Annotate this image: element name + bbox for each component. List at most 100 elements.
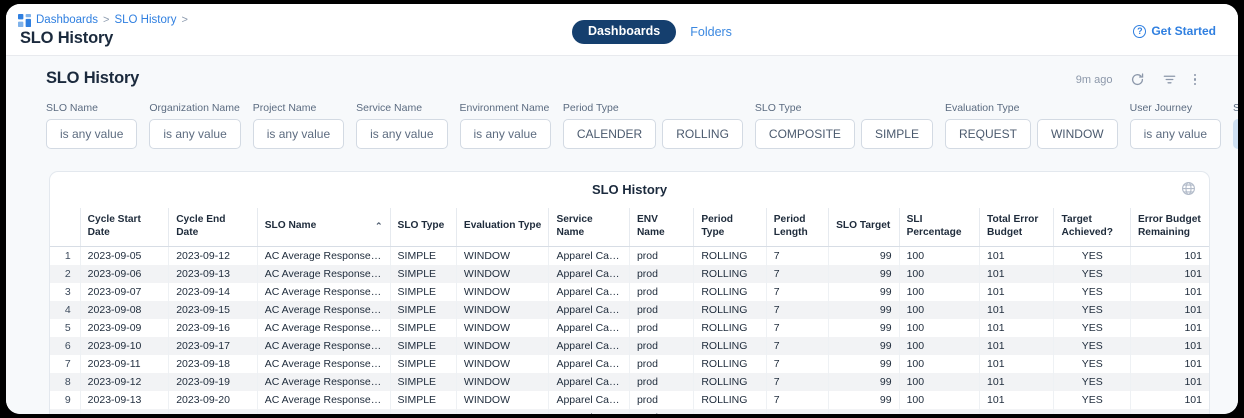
dashboard-title: SLO History: [46, 69, 140, 87]
column-header-evaluation_type[interactable]: Evaluation Type: [455, 208, 549, 247]
filter-chip-composite[interactable]: COMPOSITE: [754, 119, 855, 149]
cell-target_achieved: YES: [1053, 354, 1131, 373]
cell-rownum: 1: [64, 249, 71, 262]
cell-error_budget_remaining: 101: [1129, 354, 1209, 373]
cell-rownum: 6: [64, 339, 71, 352]
filter-label: User Journey: [1129, 102, 1193, 114]
column-header-error_budget_remaining[interactable]: Error Budget Remaining: [1129, 208, 1209, 247]
filter-chip-is-any-value[interactable]: is any value: [459, 119, 551, 149]
column-header-label: SLO Target: [836, 220, 891, 232]
filter-group-evaluation-type: Evaluation Type REQUEST WINDOW: [944, 102, 1118, 149]
filter-icon[interactable]: [1162, 72, 1177, 87]
column-header-cycle_end_date[interactable]: Cycle End Date: [168, 208, 258, 247]
cell-period_length: 7: [765, 408, 829, 414]
cell-evaluation_type: WINDOW: [455, 372, 549, 391]
column-header-slo_target[interactable]: SLO Target: [828, 208, 900, 247]
table-row[interactable]: 4 2023-09-08 2023-09-15 AC Average Response…: [50, 300, 1209, 319]
column-header-cycle_start_date[interactable]: Cycle Start Date: [79, 208, 169, 247]
tab-dashboards[interactable]: Dashboards: [572, 20, 677, 44]
table-row[interactable]: 5 2023-09-09 2023-09-16 AC Average Response…: [50, 318, 1209, 337]
column-header-period_type[interactable]: Period Type: [693, 208, 767, 247]
filter-chip-request[interactable]: REQUEST: [944, 119, 1031, 149]
table-row[interactable]: 3 2023-09-07 2023-09-14 AC Average Response…: [50, 282, 1209, 301]
cell-rownum: 4: [64, 303, 71, 316]
cell-env_name: prod: [628, 264, 694, 283]
filter-chip-calender[interactable]: CALENDER: [562, 119, 657, 149]
cell-period_length: 7: [765, 300, 829, 319]
filter-group-slo-type: SLO Type COMPOSITE SIMPLE: [754, 102, 933, 149]
table-row[interactable]: 6 2023-09-10 2023-09-17 AC Average Response…: [50, 336, 1209, 355]
cell-cycle_start_date: 2023-09-12: [79, 372, 169, 391]
filter-group-environment-name: Environment Name is any value: [459, 102, 551, 149]
filter-group-start-time-duration: Start time duration is in the last 2 mont…: [1233, 102, 1238, 149]
table-row[interactable]: 2 2023-09-06 2023-09-13 AC Average Response…: [50, 264, 1209, 283]
cell-period_type: ROLLING: [693, 264, 767, 283]
refresh-icon[interactable]: [1130, 72, 1145, 87]
cell-service_name: Apparel Catal...: [548, 372, 630, 391]
cell-target_achieved: YES: [1053, 336, 1131, 355]
column-header-service_name[interactable]: Service Name: [548, 208, 630, 247]
column-header-rownum[interactable]: [50, 208, 81, 247]
filter-chip-is-any-value[interactable]: is any value: [46, 119, 138, 149]
cell-sli_percentage: 100: [898, 318, 980, 337]
cell-service_name: Apparel Catal...: [548, 336, 630, 355]
filter-chip-is-any-value[interactable]: is any value: [356, 119, 448, 149]
filter-chip-rolling[interactable]: ROLLING: [662, 119, 743, 149]
cell-target_achieved: YES: [1053, 318, 1131, 337]
table-row[interactable]: 9 2023-09-13 2023-09-20 AC Average Response…: [50, 390, 1209, 409]
cell-period_length: 7: [765, 282, 829, 301]
cell-evaluation_type: WINDOW: [455, 246, 549, 265]
cell-slo_target: 99: [828, 390, 900, 409]
filter-chip-row: REQUEST WINDOW: [944, 119, 1118, 149]
filter-chip-window[interactable]: WINDOW: [1036, 119, 1118, 149]
cell-sli_percentage: 100: [898, 408, 980, 414]
breadcrumb-dashboards[interactable]: Dashboards: [36, 13, 99, 26]
globe-icon[interactable]: [1181, 181, 1196, 196]
column-header-sli_percentage[interactable]: SLI Percentage: [898, 208, 980, 247]
filter-chip-row: is in the last 2 months: [1233, 119, 1238, 149]
breadcrumb-separator-1: >: [103, 13, 110, 26]
cell-rownum: 8: [64, 375, 71, 388]
table-row[interactable]: 1 2023-09-05 2023-09-12 AC Average Response…: [50, 246, 1209, 265]
filter-label: Period Type: [562, 102, 619, 114]
filter-chip-is-any-value[interactable]: is any value: [149, 119, 241, 149]
get-started-button[interactable]: ? Get Started: [1133, 24, 1216, 38]
table-row[interactable]: 7 2023-09-11 2023-09-18 AC Average Response…: [50, 354, 1209, 373]
filter-chip-row: is any value: [459, 119, 551, 149]
cell-service_name: Apparel Catal...: [548, 390, 630, 409]
cell-slo_name: AC Average Response Time: [256, 336, 391, 355]
column-header-env_name[interactable]: ENV Name: [628, 208, 694, 247]
column-header-target_achieved[interactable]: Target Achieved?: [1053, 208, 1131, 247]
column-header-period_length[interactable]: Period Length: [765, 208, 829, 247]
cell-period_length: 7: [765, 246, 829, 265]
nav-segmented-control: Dashboards Folders: [572, 20, 732, 44]
cell-target_achieved: YES: [1053, 282, 1131, 301]
filter-chip-is-any-value[interactable]: is any value: [1129, 119, 1221, 149]
cell-service_name: Apparel Catal...: [548, 282, 630, 301]
cell-slo_name: AC Average Response Time: [256, 390, 391, 409]
cell-period_type: ROLLING: [693, 282, 767, 301]
column-header-slo_type[interactable]: SLO Type: [389, 208, 457, 247]
breadcrumb-slo-history[interactable]: SLO History: [114, 13, 177, 26]
cell-service_name: Apparel Catal...: [548, 264, 630, 283]
filter-chip-is-any-value[interactable]: is any value: [252, 119, 345, 149]
cell-error_budget_remaining: 101: [1129, 318, 1209, 337]
cell-evaluation_type: WINDOW: [455, 354, 549, 373]
filter-chip-is-in-the-last-2-months[interactable]: is in the last 2 months: [1233, 119, 1238, 149]
table-row[interactable]: 8 2023-09-12 2023-09-19 AC Average Response…: [50, 372, 1209, 391]
filter-bar: SLO Name is any value Organization Name is …: [46, 102, 1238, 149]
column-header-total_error_budget[interactable]: Total Error Budget: [979, 208, 1054, 247]
sort-ascending-icon[interactable]: ⌃: [374, 221, 383, 232]
tab-folders[interactable]: Folders: [690, 24, 732, 39]
slo-history-table[interactable]: Cycle Start Date Cycle End Date SLO Name ⌃ S…: [50, 208, 1209, 414]
kebab-menu-icon[interactable]: [1193, 73, 1196, 86]
cell-evaluation_type: WINDOW: [455, 318, 549, 337]
cell-service_name: Apparel Catal...: [548, 300, 630, 319]
cell-slo_name: AC Average Response Time: [256, 282, 391, 301]
cell-evaluation_type: WINDOW: [455, 390, 549, 409]
filter-label: SLO Type: [754, 102, 802, 114]
filter-chip-simple[interactable]: SIMPLE: [860, 119, 933, 149]
cell-cycle_end_date: 2023-09-20: [168, 390, 258, 409]
column-header-slo_name[interactable]: SLO Name ⌃: [256, 208, 391, 247]
